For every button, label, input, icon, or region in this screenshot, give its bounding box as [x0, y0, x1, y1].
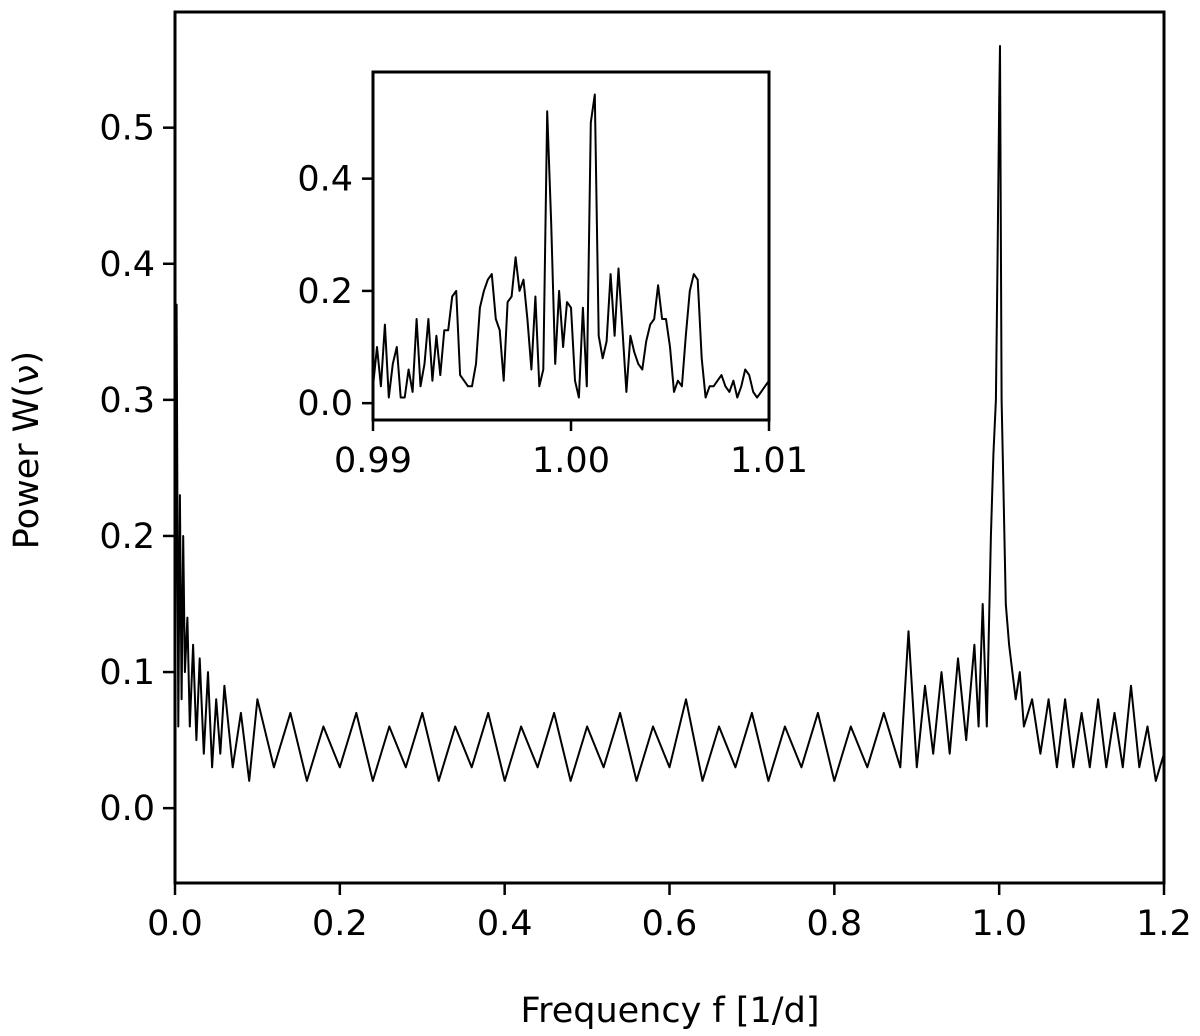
inset-y-tick-label: 0.0	[297, 384, 353, 424]
main-y-tick-label: 0.4	[99, 245, 155, 285]
main-x-tick-label: 1.2	[1136, 904, 1192, 944]
main-series-line	[174, 45, 1165, 802]
inset-plot: 0.99 1.00 1.01 0.0 0.2 0.4	[297, 70, 808, 481]
inset-y-ticks: 0.0 0.2 0.4	[297, 160, 373, 424]
inset-y-tick-label: 0.4	[297, 160, 353, 200]
main-x-tick-label: 0.2	[312, 904, 368, 944]
inset-x-tick-label: 1.01	[730, 441, 808, 481]
main-y-tick-label: 0.5	[99, 109, 155, 149]
y-axis-label: Power W(ν)	[7, 351, 47, 549]
main-plot: 0.0 0.2 0.4 0.6 0.8 1.0 1.2 0.0 0.1 0.2 0.3 0.4 0.5…	[7, 10, 1192, 1031]
inset-x-ticks: 0.99 1.00 1.01	[334, 420, 808, 481]
inset-series-line	[372, 93, 770, 399]
main-y-ticks: 0.0 0.1 0.2 0.3 0.4 0.5	[99, 109, 175, 829]
main-y-tick-label: 0.0	[99, 789, 155, 829]
main-y-tick-label: 0.3	[99, 381, 155, 421]
main-x-tick-label: 0.0	[147, 904, 203, 944]
inset-x-tick-label: 0.99	[334, 441, 412, 481]
inset-y-tick-label: 0.2	[297, 272, 353, 312]
inset-x-tick-label: 1.00	[532, 441, 610, 481]
main-x-tick-label: 0.8	[806, 904, 862, 944]
x-axis-label: Frequency f [1/d]	[521, 991, 820, 1031]
main-x-ticks: 0.0 0.2 0.4 0.6 0.8 1.0 1.2	[147, 883, 1192, 944]
main-y-tick-label: 0.1	[99, 653, 155, 693]
main-x-tick-label: 1.0	[971, 904, 1027, 944]
main-x-tick-label: 0.4	[477, 904, 533, 944]
main-y-tick-label: 0.2	[99, 517, 155, 557]
main-x-tick-label: 0.6	[642, 904, 698, 944]
